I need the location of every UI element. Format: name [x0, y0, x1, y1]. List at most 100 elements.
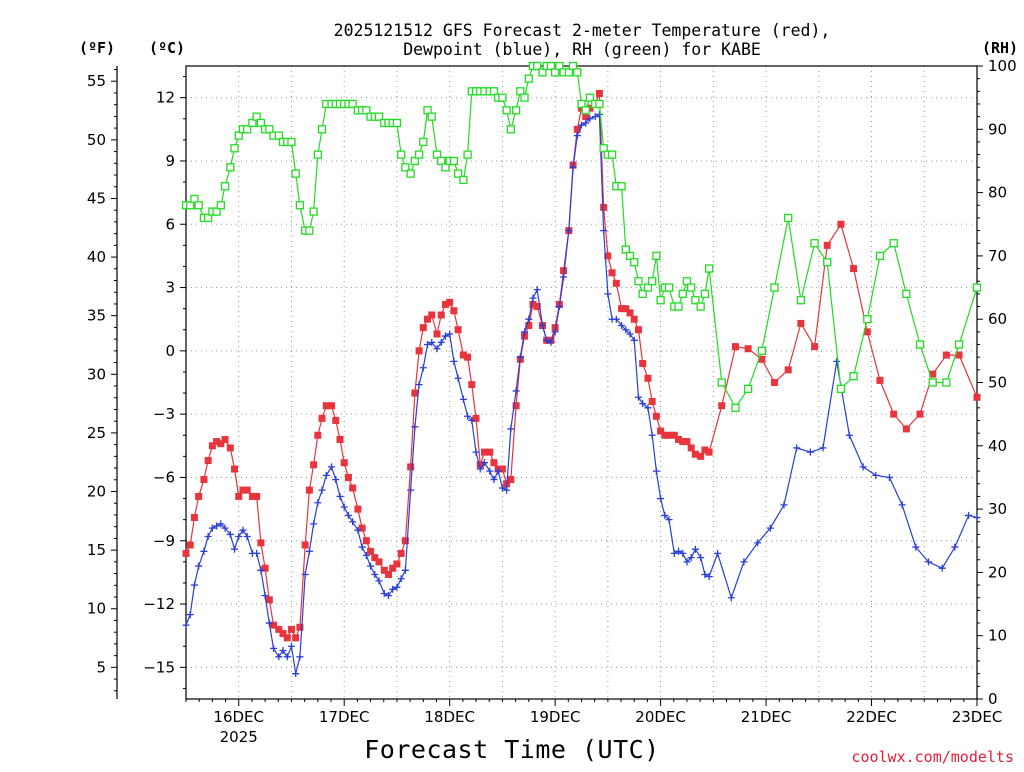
data-point — [231, 465, 239, 473]
data-point — [397, 575, 405, 583]
data-point — [424, 315, 432, 323]
data-point — [318, 486, 326, 494]
data-point — [393, 583, 401, 591]
data-point — [568, 61, 578, 71]
data-point — [550, 68, 560, 77]
data-point — [419, 137, 428, 147]
fahrenheit-tick-label: 25 — [87, 424, 106, 442]
data-point — [243, 486, 251, 494]
data-point — [954, 340, 964, 349]
data-point — [287, 625, 295, 633]
fahrenheit-tick-label: 45 — [87, 189, 106, 207]
data-point — [902, 425, 910, 433]
data-point — [433, 345, 441, 353]
credit-link[interactable]: coolwx.com/modelts — [851, 748, 1014, 766]
data-point — [349, 518, 357, 526]
data-point — [441, 163, 450, 172]
data-point — [216, 201, 225, 210]
data-point — [664, 283, 674, 292]
data-point — [437, 311, 445, 319]
data-point — [890, 410, 898, 418]
data-point — [317, 125, 327, 134]
data-point — [503, 486, 511, 494]
data-point — [459, 175, 468, 185]
data-point — [498, 484, 506, 492]
x-tick-label: 18DEC — [424, 708, 475, 726]
data-point — [295, 201, 305, 210]
data-point — [643, 283, 653, 292]
rh-tick-label: 50 — [988, 374, 1007, 392]
data-point — [565, 227, 573, 235]
data-point — [389, 564, 397, 572]
fahrenheit-axis-unit: (ºF) — [79, 39, 115, 57]
data-point — [546, 61, 556, 71]
data-point — [287, 642, 295, 650]
data-point — [714, 549, 722, 557]
data-point — [718, 402, 726, 410]
data-point — [608, 269, 616, 277]
fahrenheit-tick-label: 15 — [87, 541, 106, 559]
data-point — [875, 251, 885, 261]
data-point — [415, 347, 423, 355]
data-point — [507, 425, 515, 433]
data-point — [657, 427, 665, 435]
data-point — [393, 560, 401, 568]
data-point — [634, 326, 642, 334]
data-point — [292, 670, 300, 678]
data-point — [213, 522, 221, 530]
data-point — [670, 431, 678, 439]
rh-tick-label: 90 — [988, 120, 1007, 138]
data-point — [287, 137, 296, 147]
data-point — [924, 558, 932, 566]
rh-tick-label: 0 — [988, 690, 998, 708]
data-point — [648, 431, 656, 439]
data-point — [578, 121, 585, 129]
data-point — [656, 296, 665, 305]
data-point — [454, 374, 462, 382]
grid — [186, 66, 977, 699]
data-point — [257, 539, 265, 547]
data-point — [213, 438, 221, 446]
data-point — [367, 562, 375, 570]
data-point — [863, 315, 872, 324]
data-point — [524, 74, 533, 83]
data-point — [305, 486, 313, 494]
data-point — [648, 277, 657, 286]
series-2-meter-temperature — [182, 89, 981, 642]
data-point — [511, 106, 521, 115]
data-point — [506, 125, 515, 134]
data-point — [275, 625, 283, 633]
data-point — [538, 322, 546, 330]
data-point — [955, 351, 963, 359]
data-point — [502, 106, 511, 115]
data-point — [446, 298, 454, 306]
data-point — [533, 286, 541, 294]
data-point — [973, 514, 981, 522]
data-point — [411, 423, 419, 431]
chart-title-line-2: Dewpoint (blue), RH (green) for KABE — [403, 40, 761, 59]
data-point — [691, 545, 699, 553]
data-point — [582, 119, 590, 127]
data-point — [419, 364, 427, 372]
data-point — [701, 571, 709, 579]
rh-tick-label: 10 — [988, 627, 1007, 645]
data-point — [577, 99, 586, 109]
data-point — [639, 400, 647, 408]
fahrenheit-tick-label: 10 — [87, 600, 106, 618]
data-point — [810, 239, 819, 248]
data-point — [358, 524, 366, 532]
data-point — [253, 492, 261, 500]
data-point — [600, 203, 608, 211]
data-point — [362, 552, 370, 560]
data-point — [626, 309, 634, 317]
data-point — [423, 106, 432, 115]
fahrenheit-tick-label: 5 — [96, 658, 106, 676]
data-point — [305, 547, 313, 555]
axes: 129630−3−6−9−12−155550454035302520151051… — [87, 57, 1017, 746]
data-point — [607, 150, 617, 159]
data-point — [296, 653, 304, 661]
data-point — [231, 545, 239, 553]
data-point — [235, 492, 243, 500]
series-dewpoint — [182, 111, 981, 678]
data-point — [942, 351, 950, 359]
